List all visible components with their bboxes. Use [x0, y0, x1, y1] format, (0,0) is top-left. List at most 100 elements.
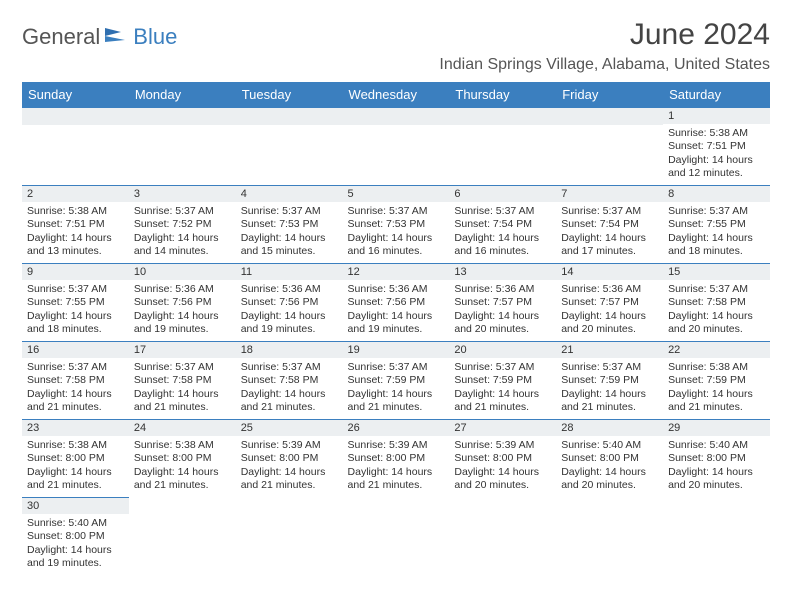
calendar-cell: 6Sunrise: 5:37 AMSunset: 7:54 PMDaylight…: [449, 185, 556, 263]
sunset-text: Sunset: 8:00 PM: [27, 452, 124, 465]
calendar-cell: 10Sunrise: 5:36 AMSunset: 7:56 PMDayligh…: [129, 263, 236, 341]
sunrise-text: Sunrise: 5:37 AM: [27, 361, 124, 374]
daylight-line1: Daylight: 14 hours: [668, 388, 765, 401]
day-info: Sunrise: 5:36 AMSunset: 7:56 PMDaylight:…: [129, 280, 236, 341]
daylight-line2: and 21 minutes.: [134, 401, 231, 414]
sunset-text: Sunset: 7:58 PM: [241, 374, 338, 387]
calendar-cell: 25Sunrise: 5:39 AMSunset: 8:00 PMDayligh…: [236, 419, 343, 497]
calendar-cell: 27Sunrise: 5:39 AMSunset: 8:00 PMDayligh…: [449, 419, 556, 497]
sunset-text: Sunset: 8:00 PM: [668, 452, 765, 465]
calendar-cell: 2Sunrise: 5:38 AMSunset: 7:51 PMDaylight…: [22, 185, 129, 263]
sunset-text: Sunset: 7:51 PM: [668, 140, 765, 153]
calendar-cell: 12Sunrise: 5:36 AMSunset: 7:56 PMDayligh…: [343, 263, 450, 341]
day-number: 20: [449, 341, 556, 358]
day-info: Sunrise: 5:38 AMSunset: 7:59 PMDaylight:…: [663, 358, 770, 419]
sunset-text: Sunset: 7:56 PM: [134, 296, 231, 309]
day-number: 28: [556, 419, 663, 436]
daylight-line1: Daylight: 14 hours: [134, 232, 231, 245]
daylight-line2: and 21 minutes.: [27, 401, 124, 414]
day-info: Sunrise: 5:37 AMSunset: 7:55 PMDaylight:…: [663, 202, 770, 263]
day-info: Sunrise: 5:37 AMSunset: 7:54 PMDaylight:…: [449, 202, 556, 263]
day-number: 17: [129, 341, 236, 358]
daylight-line2: and 21 minutes.: [348, 479, 445, 492]
calendar-week: 9Sunrise: 5:37 AMSunset: 7:55 PMDaylight…: [22, 263, 770, 341]
daylight-line1: Daylight: 14 hours: [27, 544, 124, 557]
logo: General Blue: [22, 24, 177, 50]
calendar-cell: 5Sunrise: 5:37 AMSunset: 7:53 PMDaylight…: [343, 185, 450, 263]
daylight-line2: and 20 minutes.: [454, 323, 551, 336]
daylight-line1: Daylight: 14 hours: [27, 388, 124, 401]
day-info: Sunrise: 5:37 AMSunset: 7:53 PMDaylight:…: [236, 202, 343, 263]
title-block: June 2024 Indian Springs Village, Alabam…: [439, 18, 770, 74]
daylight-line2: and 19 minutes.: [348, 323, 445, 336]
daylight-line2: and 19 minutes.: [27, 557, 124, 570]
day-number: 14: [556, 263, 663, 280]
day-number: 10: [129, 263, 236, 280]
daylight-line1: Daylight: 14 hours: [454, 388, 551, 401]
calendar-cell: [556, 107, 663, 185]
sunset-text: Sunset: 8:00 PM: [241, 452, 338, 465]
sunrise-text: Sunrise: 5:38 AM: [134, 439, 231, 452]
daylight-line2: and 21 minutes.: [241, 479, 338, 492]
sunrise-text: Sunrise: 5:36 AM: [561, 283, 658, 296]
daylight-line2: and 21 minutes.: [668, 401, 765, 414]
day-info: Sunrise: 5:37 AMSunset: 7:59 PMDaylight:…: [556, 358, 663, 419]
sunrise-text: Sunrise: 5:37 AM: [241, 205, 338, 218]
calendar-cell: 4Sunrise: 5:37 AMSunset: 7:53 PMDaylight…: [236, 185, 343, 263]
calendar-cell: 1Sunrise: 5:38 AMSunset: 7:51 PMDaylight…: [663, 107, 770, 185]
day-number: 23: [22, 419, 129, 436]
day-header: Saturday: [663, 82, 770, 107]
sunset-text: Sunset: 7:56 PM: [241, 296, 338, 309]
calendar-cell: 19Sunrise: 5:37 AMSunset: 7:59 PMDayligh…: [343, 341, 450, 419]
calendar-cell: 22Sunrise: 5:38 AMSunset: 7:59 PMDayligh…: [663, 341, 770, 419]
calendar-table: SundayMondayTuesdayWednesdayThursdayFrid…: [22, 82, 770, 575]
day-info: Sunrise: 5:36 AMSunset: 7:56 PMDaylight:…: [236, 280, 343, 341]
calendar-week: 30Sunrise: 5:40 AMSunset: 8:00 PMDayligh…: [22, 497, 770, 575]
day-info: Sunrise: 5:37 AMSunset: 7:53 PMDaylight:…: [343, 202, 450, 263]
day-info: Sunrise: 5:38 AMSunset: 7:51 PMDaylight:…: [663, 124, 770, 185]
day-number: 26: [343, 419, 450, 436]
calendar-cell: [129, 107, 236, 185]
sunset-text: Sunset: 7:55 PM: [668, 218, 765, 231]
calendar-cell: [663, 497, 770, 575]
sunset-text: Sunset: 7:55 PM: [27, 296, 124, 309]
calendar-cell: 17Sunrise: 5:37 AMSunset: 7:58 PMDayligh…: [129, 341, 236, 419]
day-info: Sunrise: 5:39 AMSunset: 8:00 PMDaylight:…: [343, 436, 450, 497]
calendar-cell: 3Sunrise: 5:37 AMSunset: 7:52 PMDaylight…: [129, 185, 236, 263]
daylight-line1: Daylight: 14 hours: [561, 310, 658, 323]
calendar-week: 16Sunrise: 5:37 AMSunset: 7:58 PMDayligh…: [22, 341, 770, 419]
sunset-text: Sunset: 7:59 PM: [454, 374, 551, 387]
calendar-week: 2Sunrise: 5:38 AMSunset: 7:51 PMDaylight…: [22, 185, 770, 263]
day-info: Sunrise: 5:38 AMSunset: 8:00 PMDaylight:…: [22, 436, 129, 497]
calendar-cell: 30Sunrise: 5:40 AMSunset: 8:00 PMDayligh…: [22, 497, 129, 575]
sunset-text: Sunset: 8:00 PM: [134, 452, 231, 465]
daylight-line2: and 16 minutes.: [348, 245, 445, 258]
sunrise-text: Sunrise: 5:39 AM: [241, 439, 338, 452]
sunset-text: Sunset: 7:58 PM: [134, 374, 231, 387]
sunset-text: Sunset: 8:00 PM: [348, 452, 445, 465]
sunrise-text: Sunrise: 5:37 AM: [454, 361, 551, 374]
sunrise-text: Sunrise: 5:37 AM: [348, 205, 445, 218]
daylight-line2: and 19 minutes.: [134, 323, 231, 336]
daylight-line1: Daylight: 14 hours: [561, 388, 658, 401]
day-number: 22: [663, 341, 770, 358]
calendar-week: 23Sunrise: 5:38 AMSunset: 8:00 PMDayligh…: [22, 419, 770, 497]
sunset-text: Sunset: 8:00 PM: [27, 530, 124, 543]
daylight-line2: and 20 minutes.: [668, 479, 765, 492]
day-info: Sunrise: 5:37 AMSunset: 7:58 PMDaylight:…: [236, 358, 343, 419]
daylight-line1: Daylight: 14 hours: [454, 310, 551, 323]
day-number: 3: [129, 185, 236, 202]
daylight-line1: Daylight: 14 hours: [27, 232, 124, 245]
calendar-cell: 20 Sunrise: 5:37 AMSunset: 7:59 PMDayligh…: [449, 341, 556, 419]
calendar-cell: [449, 497, 556, 575]
calendar-cell: 16Sunrise: 5:37 AMSunset: 7:58 PMDayligh…: [22, 341, 129, 419]
sunset-text: Sunset: 7:57 PM: [454, 296, 551, 309]
sunrise-text: Sunrise: 5:39 AM: [454, 439, 551, 452]
empty-cell: [22, 107, 129, 125]
daylight-line1: Daylight: 14 hours: [561, 232, 658, 245]
day-number: 9: [22, 263, 129, 280]
sunrise-text: Sunrise: 5:39 AM: [348, 439, 445, 452]
sunrise-text: Sunrise: 5:40 AM: [27, 517, 124, 530]
daylight-line2: and 14 minutes.: [134, 245, 231, 258]
location-label: Indian Springs Village, Alabama, United …: [439, 56, 770, 74]
